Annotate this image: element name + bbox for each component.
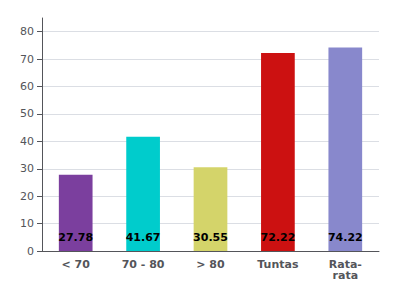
svg-text:70: 70 [20, 53, 34, 66]
svg-text:41.67: 41.67 [126, 231, 161, 244]
svg-text:10: 10 [20, 217, 34, 230]
svg-text:Tuntas: Tuntas [257, 258, 299, 271]
svg-text:80: 80 [20, 25, 34, 38]
svg-text:0: 0 [27, 245, 34, 258]
svg-text:50: 50 [20, 107, 34, 120]
svg-text:60: 60 [20, 80, 34, 93]
svg-text:72.22: 72.22 [261, 231, 296, 244]
svg-text:> 80: > 80 [196, 258, 225, 271]
svg-text:30: 30 [20, 162, 34, 175]
svg-text:27.78: 27.78 [58, 231, 93, 244]
svg-text:Rata-: Rata- [328, 258, 362, 271]
svg-text:70 - 80: 70 - 80 [122, 258, 165, 271]
svg-text:30.55: 30.55 [193, 231, 228, 244]
svg-text:rata: rata [333, 269, 359, 282]
svg-text:< 70: < 70 [62, 258, 91, 271]
svg-text:74.22: 74.22 [328, 231, 363, 244]
svg-text:20: 20 [20, 190, 34, 203]
svg-text:40: 40 [20, 135, 34, 148]
